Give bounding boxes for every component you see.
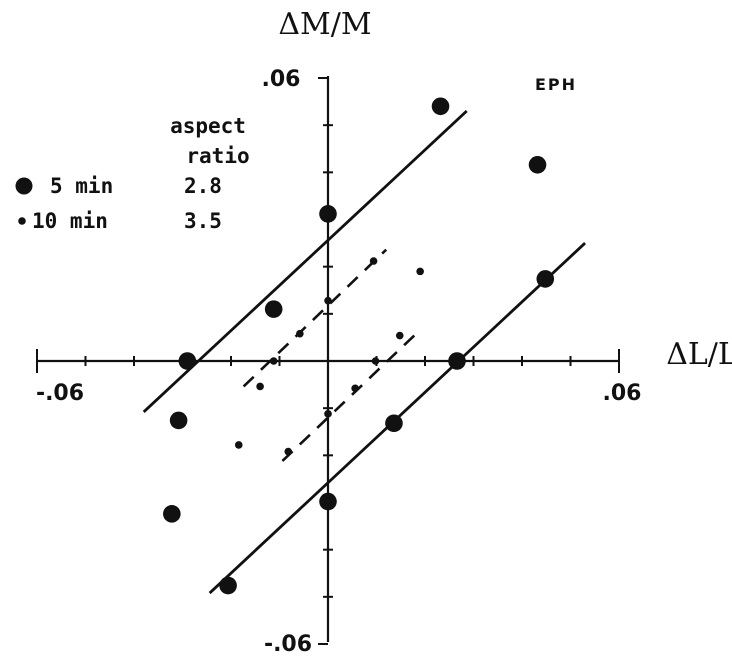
large-point-8	[385, 414, 403, 433]
legend-marker-small	[18, 217, 26, 225]
small-point-6	[395, 331, 404, 340]
y-tick-label-min: -.06	[264, 632, 312, 656]
large-point-4	[178, 352, 197, 370]
small-point-0	[369, 257, 378, 265]
large-point-2	[319, 205, 337, 223]
data-points	[163, 97, 555, 595]
small-point-8	[351, 384, 359, 393]
legend-duration-1: 5 min	[50, 174, 113, 198]
legend-ratio-2: 3.5	[184, 209, 222, 233]
y-axis-title: ΔM/M	[278, 7, 371, 42]
small-point-7	[256, 382, 264, 391]
small-point-11	[284, 447, 293, 456]
legend-ratio-1: 2.8	[184, 174, 222, 198]
legend-header-ratio: ratio	[186, 144, 249, 168]
x-axis-title: ΔL/L	[666, 337, 732, 372]
small-point-5	[371, 357, 380, 365]
large-point-3	[264, 300, 283, 318]
legend-duration-2: 10 min	[32, 209, 108, 233]
small-point-10	[234, 441, 243, 449]
large-point-11	[219, 576, 237, 595]
legend-marker-large	[15, 177, 33, 195]
x-tick-label-min: -.06	[36, 381, 84, 406]
x-tick-label-max: .06	[603, 381, 642, 406]
panel-label: EPH	[535, 75, 577, 94]
y-tick-label-max: .06	[262, 67, 301, 92]
large-point-9	[163, 505, 181, 523]
dashed-fit-line-3	[281, 329, 421, 462]
large-point-6	[536, 270, 555, 288]
small-point-3	[296, 329, 304, 338]
small-point-9	[324, 410, 332, 418]
axes	[36, 76, 620, 645]
legend-header-aspect: aspect	[170, 114, 246, 138]
legend: aspect ratio 5 min 2.8 10 min 3.5	[15, 114, 250, 233]
large-point-1	[528, 155, 547, 174]
small-point-2	[324, 296, 332, 305]
large-point-10	[319, 492, 337, 511]
small-point-4	[269, 357, 278, 365]
large-point-7	[169, 411, 188, 430]
small-point-1	[416, 267, 424, 276]
dashed-fit-line-2	[242, 248, 388, 388]
large-point-5	[448, 352, 466, 370]
large-point-0	[431, 97, 450, 116]
solid-fit-line-0	[142, 109, 468, 413]
